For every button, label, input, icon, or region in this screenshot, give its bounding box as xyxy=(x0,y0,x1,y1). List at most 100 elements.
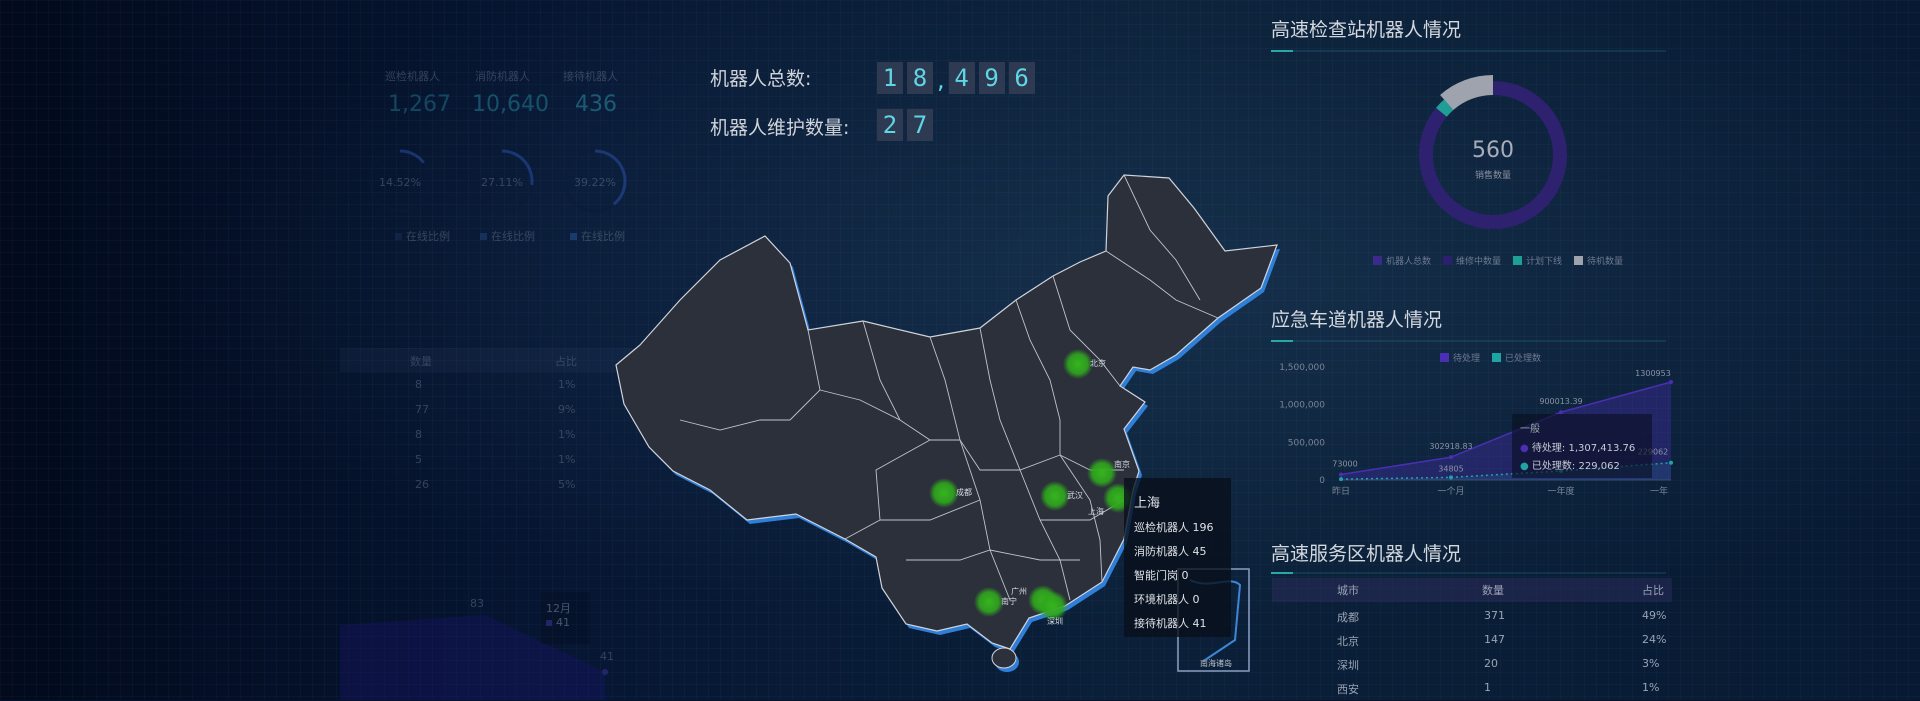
tooltip-title: 一般 xyxy=(1520,424,1540,435)
line-series xyxy=(1340,381,1672,476)
tooltip-line: 接待机器人 41 xyxy=(1134,617,1207,630)
cell: 1 xyxy=(1484,681,1491,694)
cell: 8 xyxy=(415,378,422,391)
map-point-label: 南宁 xyxy=(1001,597,1017,606)
data-point[interactable] xyxy=(1339,477,1343,482)
table-row: 西安 1 1% xyxy=(1272,677,1672,701)
data-point[interactable] xyxy=(1669,460,1673,465)
map-point[interactable] xyxy=(1040,481,1070,511)
map-hainan[interactable] xyxy=(991,647,1017,669)
cell: 20 xyxy=(1484,657,1498,670)
area-series xyxy=(340,615,605,700)
data-point[interactable] xyxy=(1449,475,1453,480)
counter-digit: 7 xyxy=(907,109,933,141)
column-header: 占比 xyxy=(1642,584,1664,597)
legend-item[interactable]: 待机数量 xyxy=(1574,254,1623,267)
cell: 1% xyxy=(558,378,576,391)
legend-item[interactable]: 已处理数 xyxy=(1492,351,1541,364)
gauge-legend-label: 在线比例 xyxy=(406,230,450,243)
data-point[interactable] xyxy=(1559,410,1563,415)
legend-swatch xyxy=(1574,256,1584,265)
map-point[interactable] xyxy=(929,478,959,508)
tooltip-line: 环境机器人 0 xyxy=(1134,593,1200,606)
column-header: 数量 xyxy=(1482,584,1504,597)
legend-swatch xyxy=(1443,256,1453,265)
gauge-arc xyxy=(399,149,425,164)
map-point[interactable] xyxy=(1063,349,1093,379)
table-row: 5 1% xyxy=(340,453,640,473)
map-point-label: 深圳 xyxy=(1047,617,1063,626)
y-tick-label: 0 xyxy=(1319,476,1325,486)
legend-label: 待机数量 xyxy=(1587,257,1624,267)
data-point[interactable] xyxy=(1669,379,1673,384)
data-point[interactable] xyxy=(1339,472,1343,477)
title-underline xyxy=(1271,572,1666,574)
table-row: 8 1% xyxy=(340,378,640,398)
map-point-label: 北京 xyxy=(1090,359,1106,368)
tooltip-line: 智能门岗 0 xyxy=(1134,569,1189,582)
left-table-header: 数量 占比 xyxy=(340,348,640,372)
donut-center-label: 销售数量 xyxy=(1474,171,1511,181)
counter-digit: , xyxy=(937,66,945,94)
donut-slice[interactable] xyxy=(1435,99,1454,117)
legend-swatch xyxy=(1492,353,1502,362)
map-point-label: 南京 xyxy=(1114,460,1130,469)
gauges xyxy=(368,149,627,213)
checkpoint-donut xyxy=(1419,75,1567,229)
chart-tooltip: 一般 ● 待处理: 1,307,413.76 ● 已处理数: 229,062 xyxy=(1512,414,1652,478)
donut-center-value: 560 xyxy=(1472,138,1514,163)
tooltip-line: 巡检机器人 196 xyxy=(1134,521,1214,534)
cell: 77 xyxy=(415,403,429,416)
gauge-value: 27.11% xyxy=(481,176,523,189)
legend-label: 已处理数 xyxy=(1505,354,1542,364)
legend-swatch xyxy=(1440,353,1449,362)
stat-value: 436 xyxy=(575,92,617,117)
counter-digit: 4 xyxy=(948,62,975,94)
checkpoint-title: 高速检查站机器人情况 xyxy=(1271,19,1462,41)
map-point[interactable] xyxy=(974,587,1004,617)
counter-digit: 2 xyxy=(877,109,903,141)
legend-item[interactable]: 机器人总数 xyxy=(1373,254,1431,267)
data-label: 41 xyxy=(600,650,614,663)
map-point-label: 武汉 xyxy=(1067,491,1083,500)
stat-value: 10,640 xyxy=(472,92,549,117)
data-label: 229062 xyxy=(1638,448,1669,457)
map-point-label: 成都 xyxy=(956,488,972,497)
cell: 5 xyxy=(415,453,422,466)
cell: 1% xyxy=(1642,681,1660,694)
tooltip-line: 已处理数: 229,062 xyxy=(1531,461,1620,472)
x-tick-label: 一个月 xyxy=(1437,486,1464,497)
data-label: 73000 xyxy=(1332,460,1357,469)
cell: 5% xyxy=(558,478,576,491)
map-tooltip: 上海 巡检机器人 196 消防机器人 45 智能门岗 0 环境机器人 0 接待机器人 4… xyxy=(1124,478,1231,637)
cell: 9% xyxy=(558,403,576,416)
data-point[interactable] xyxy=(1449,455,1453,460)
service-table-header: 城市 数量 占比 xyxy=(1272,578,1672,602)
gauge-legend: 在线比例 xyxy=(480,228,535,244)
legend-item[interactable]: 计划下线 xyxy=(1513,254,1562,267)
map-point[interactable] xyxy=(1087,458,1117,488)
chart-legend[interactable]: 待处理 已处理数 xyxy=(1440,347,1553,366)
data-label: 302918.83 xyxy=(1429,442,1472,451)
province-borders xyxy=(679,174,1219,601)
donut-slice[interactable] xyxy=(1440,75,1493,110)
stat-label: 消防机器人 xyxy=(475,70,530,83)
emergency-title: 应急车道机器人情况 xyxy=(1271,309,1443,331)
left-bottom-chart xyxy=(340,615,608,700)
legend-item[interactable]: 待处理 xyxy=(1440,351,1480,364)
legend-label: 维修中数量 xyxy=(1456,257,1502,267)
counter-digit: 1 xyxy=(877,62,903,94)
cell: 24% xyxy=(1642,633,1667,646)
table-row: 成都 371 49% xyxy=(1272,605,1672,629)
counter-digit: 6 xyxy=(1008,62,1035,94)
map-point[interactable] xyxy=(1038,591,1068,621)
legend-item[interactable]: 维修中数量 xyxy=(1443,254,1501,267)
table-row: 北京 147 24% xyxy=(1272,629,1672,653)
data-label: 83 xyxy=(470,597,484,610)
data-label: 1300953 xyxy=(1635,369,1671,378)
service-title: 高速服务区机器人情况 xyxy=(1271,543,1462,565)
cell: 西安 xyxy=(1337,683,1359,696)
